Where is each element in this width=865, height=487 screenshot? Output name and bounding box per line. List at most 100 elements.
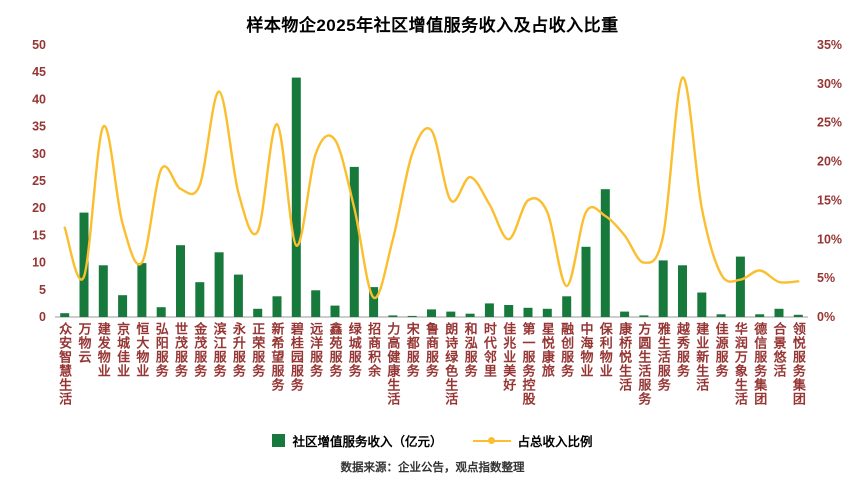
x-axis-label: 万物云 — [76, 322, 92, 364]
left-axis-tick-label: 35 — [32, 120, 46, 134]
revenue-bar — [118, 295, 128, 317]
x-axis-label: 建业新生活 — [694, 322, 710, 392]
revenue-bar — [446, 311, 456, 317]
x-axis-label: 远洋服务 — [308, 322, 324, 378]
x-axis-label: 佳兆业美好 — [501, 322, 517, 392]
right-axis-tick-label: 15% — [817, 193, 842, 207]
left-axis-tick-label: 30 — [32, 147, 46, 161]
x-axis-label: 京城佳业 — [115, 322, 131, 378]
left-axis-tick-label: 25 — [32, 174, 46, 188]
revenue-bar — [156, 307, 166, 317]
x-axis-label: 朗诗绿色生活 — [443, 322, 459, 406]
x-axis-label: 鲁商服务 — [424, 322, 439, 378]
right-axis-tick-label: 35% — [817, 38, 842, 52]
revenue-bar — [600, 189, 610, 317]
revenue-bar — [658, 260, 668, 317]
x-axis-label: 合景悠活 — [771, 322, 787, 378]
revenue-bar — [523, 307, 533, 317]
x-axis-label: 领悦服务集团 — [790, 322, 806, 406]
legend-label-ratio: 占总收入比例 — [517, 435, 593, 449]
x-axis-label: 佳源服务 — [713, 322, 729, 378]
ratio-line — [63, 76, 800, 299]
left-axis-tick-label: 20 — [32, 201, 46, 215]
x-axis-label: 和泓服务 — [462, 322, 478, 378]
x-axis-label: 弘阳服务 — [153, 322, 169, 378]
revenue-bar — [465, 313, 475, 317]
revenue-bar — [542, 308, 552, 317]
revenue-bar — [716, 314, 726, 317]
right-axis-tick-label: 5% — [817, 271, 835, 285]
x-axis-label: 时代邻里 — [481, 322, 497, 378]
x-axis-label: 恒大物业 — [134, 322, 150, 378]
x-axis-label: 华润万象生活 — [732, 322, 748, 406]
x-axis-label: 宋都服务 — [404, 322, 420, 378]
right-axis-tick-label: 20% — [817, 155, 842, 169]
legend-item-ratio: 占总收入比例 — [472, 431, 593, 450]
chart-plot: 0 5 10 15 20 25 30 35 40 45 50 0% 5% 10% 15% 20% 25% 30% 3… — [32, 38, 842, 324]
revenue-bar — [793, 314, 803, 317]
revenue-bar — [214, 252, 224, 317]
revenue-bar — [291, 77, 301, 317]
chart-title: 样本物企2025年社区增值服务收入及占收入比重 — [246, 16, 619, 35]
x-axis-label: 力高健康生活 — [385, 322, 401, 406]
revenue-bar — [233, 274, 243, 317]
legend-item-revenue: 社区增值服务收入（亿元） — [272, 431, 443, 450]
x-axis-label: 康桥悦生活 — [617, 322, 633, 392]
revenue-bar — [504, 305, 514, 317]
revenue-bar — [330, 305, 340, 317]
x-axis-label: 方圆生活服务 — [636, 322, 652, 406]
left-axis-tick-label: 5 — [39, 283, 46, 297]
x-axis-label: 滨江服务 — [211, 322, 227, 378]
revenue-bar — [484, 303, 494, 317]
revenue-bar — [407, 315, 417, 317]
x-axis-label: 正荣服务 — [250, 322, 266, 378]
x-axis-label: 星悦康旅 — [539, 322, 555, 378]
revenue-bar — [620, 311, 630, 317]
revenue-bar — [678, 265, 687, 317]
revenue-bar — [774, 308, 784, 317]
x-axis-label: 中海物业 — [578, 322, 594, 378]
x-axis-label: 鑫苑服务 — [327, 322, 343, 378]
revenue-bar — [272, 296, 282, 317]
right-axis-tick-label: 10% — [817, 232, 842, 246]
revenue-bar — [349, 166, 359, 317]
legend-label-revenue: 社区增值服务收入（亿元） — [292, 435, 443, 449]
x-axis-label: 碧桂园服务 — [288, 322, 304, 392]
revenue-bar — [311, 290, 321, 317]
legend: 社区增值服务收入（亿元） 占总收入比例 — [0, 431, 865, 450]
revenue-bar — [755, 314, 765, 317]
right-axis-tick-label: 25% — [817, 116, 842, 130]
x-axis-label: 第一服务控股 — [520, 322, 536, 406]
right-axis-tick-label: 30% — [817, 77, 842, 91]
revenue-bar — [735, 256, 745, 317]
revenue-bar — [98, 265, 108, 317]
right-axis-tick-label: 0% — [817, 310, 835, 324]
left-axis-tick-label: 50 — [32, 38, 46, 52]
revenue-bar — [79, 212, 89, 317]
x-axis-label: 世茂服务 — [173, 322, 188, 378]
x-axis-label: 永升服务 — [230, 322, 246, 378]
revenue-bar — [253, 308, 263, 317]
left-axis-tick-label: 40 — [32, 92, 46, 106]
revenue-bar — [427, 309, 436, 317]
x-axis-label: 建发物业 — [95, 322, 111, 378]
x-axis-label: 金茂服务 — [192, 322, 208, 378]
source-note: 数据来源：企业公告，观点指数整理 — [340, 462, 525, 474]
revenue-bar — [60, 313, 70, 317]
x-axis-label: 雅生活服务 — [655, 322, 671, 392]
revenue-bar — [137, 263, 147, 317]
x-axis-label: 融创服务 — [559, 322, 575, 378]
left-axis-tick-label: 10 — [32, 256, 46, 270]
left-axis-tick-label: 15 — [32, 228, 46, 242]
bar-series-swatch — [272, 434, 286, 447]
revenue-bar — [369, 287, 379, 317]
x-axis-label: 绿城服务 — [346, 322, 362, 378]
x-axis-label: 众安智慧生活 — [57, 322, 73, 406]
revenue-bar — [581, 246, 591, 317]
x-axis-label: 招商积余 — [366, 322, 382, 378]
revenue-bar — [639, 315, 649, 317]
revenue-bar — [195, 282, 205, 317]
left-axis-tick-label: 45 — [32, 65, 46, 79]
revenue-bar — [562, 296, 572, 317]
